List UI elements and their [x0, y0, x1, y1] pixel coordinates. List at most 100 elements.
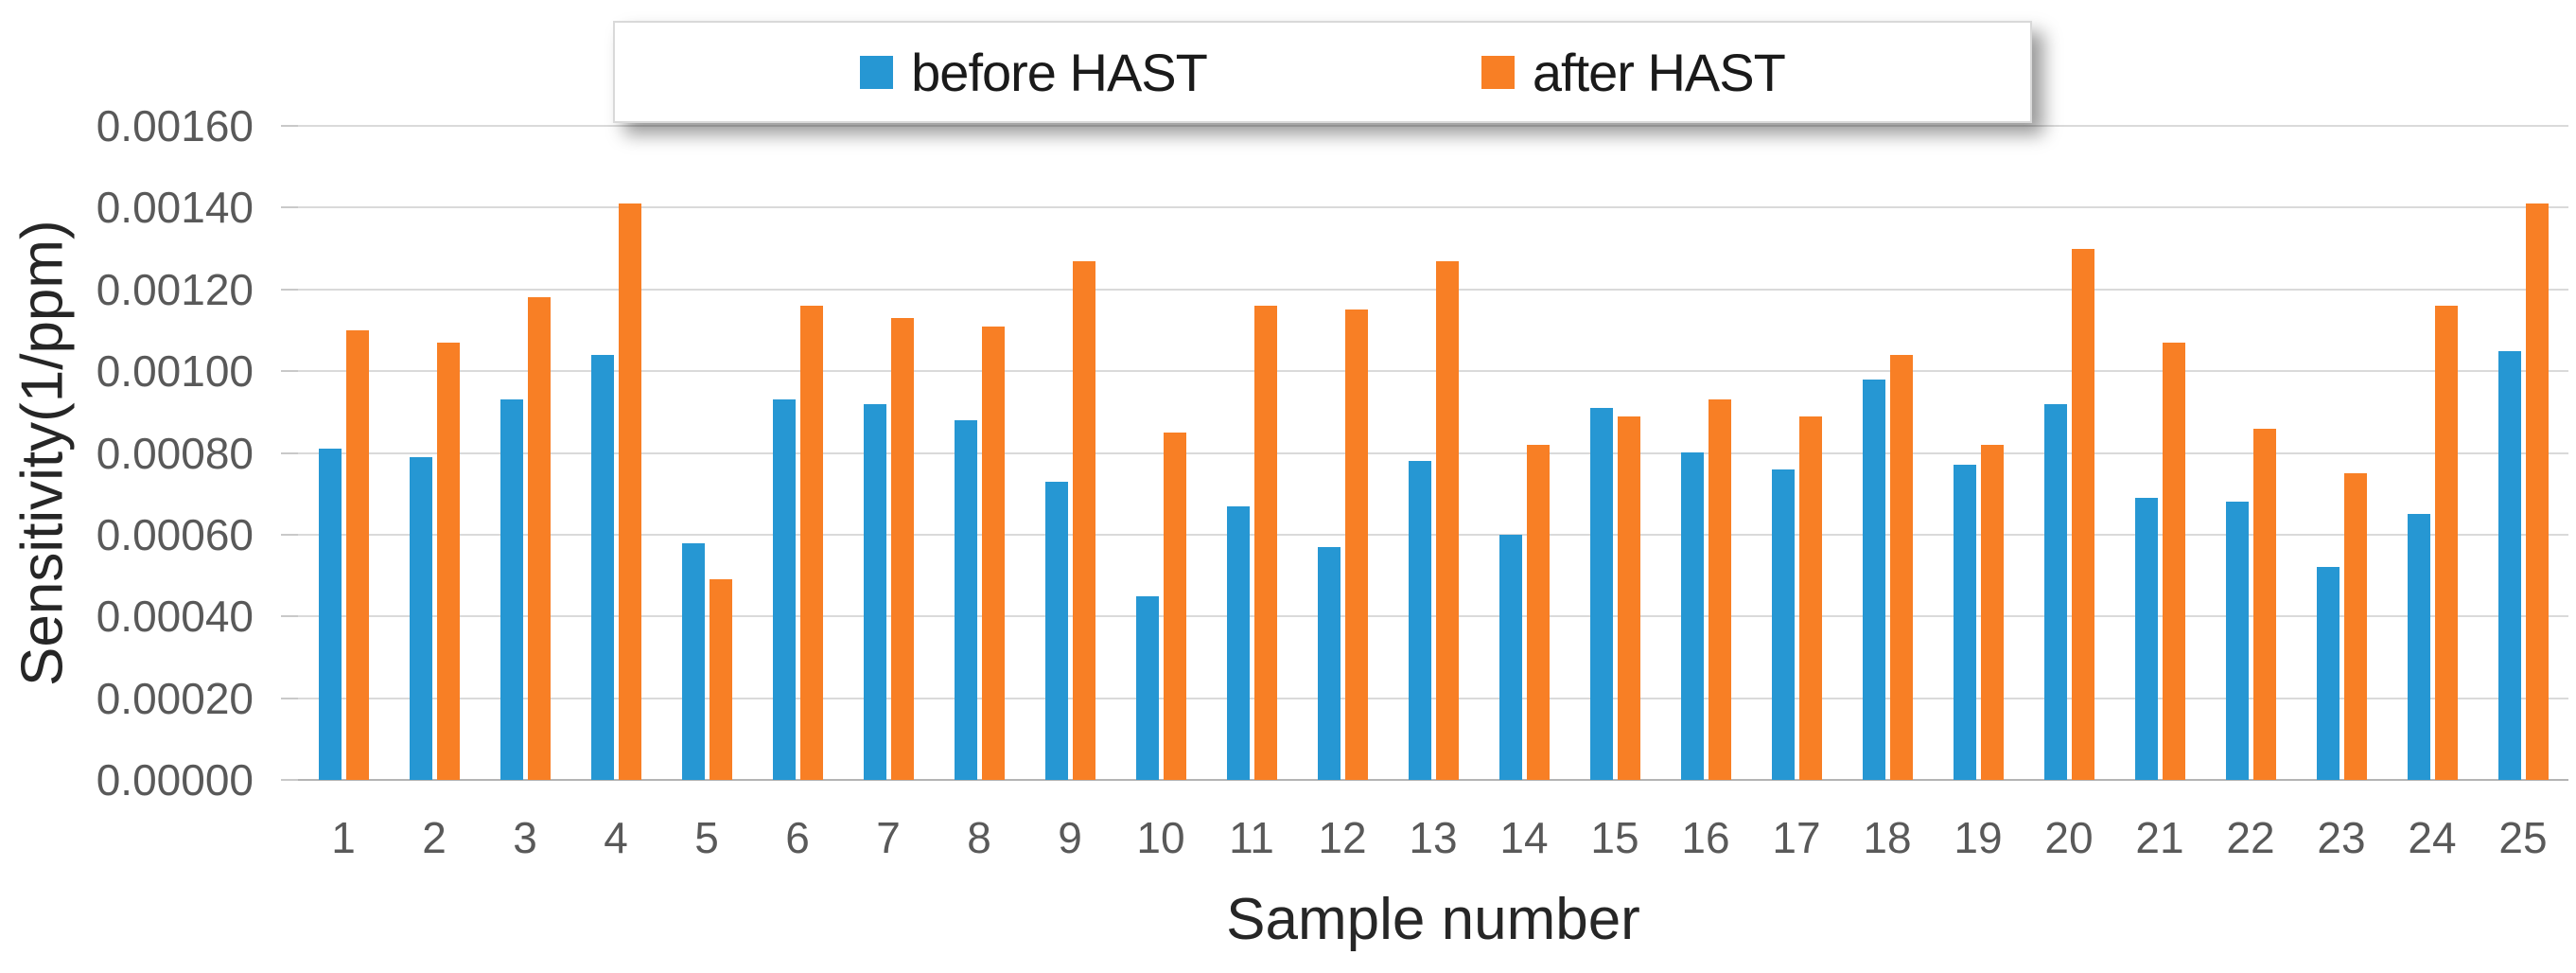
bar-after-HAST-sample-19 [1980, 445, 2004, 780]
gridline-0.00020 [298, 697, 2568, 699]
bar-after-HAST-sample-9 [1072, 261, 1095, 780]
bar-group-1 [298, 126, 389, 780]
x-tick-label-1: 1 [331, 813, 356, 862]
y-tick-label-0.00020: 0.00020 [96, 673, 254, 723]
bar-after-HAST-sample-10 [1163, 433, 1186, 780]
gridline-0.00060 [298, 533, 2568, 536]
bar-group-21 [2114, 126, 2205, 780]
x-tick-label-4: 4 [604, 813, 628, 862]
bar-group-12 [1297, 126, 1388, 780]
y-tick-mark-0.00120 [281, 288, 298, 291]
legend-swatch-after-hast-icon [1481, 55, 1515, 89]
bar-group-18 [1842, 126, 1933, 780]
bar-after-HAST-sample-18 [1889, 355, 1913, 780]
legend: before HAST after HAST [613, 21, 2032, 123]
bar-before-HAST-sample-3 [499, 399, 523, 780]
bar-after-HAST-sample-2 [436, 343, 460, 780]
bar-group-10 [1115, 126, 1206, 780]
y-tick-mark-0.00100 [281, 370, 298, 373]
x-tick-label-19: 19 [1954, 813, 2003, 862]
bar-group-6 [752, 126, 843, 780]
x-tick-label-21: 21 [2135, 813, 2184, 862]
bar-before-HAST-sample-8 [954, 420, 977, 780]
bar-before-HAST-sample-10 [1135, 596, 1159, 780]
x-tick-label-15: 15 [1590, 813, 1639, 862]
bar-after-HAST-sample-14 [1526, 445, 1550, 780]
gridline-0.00100 [298, 370, 2568, 373]
bar-before-HAST-sample-20 [2043, 404, 2067, 780]
bar-group-19 [1933, 126, 2024, 780]
bar-after-HAST-sample-7 [890, 318, 914, 780]
bar-after-HAST-sample-13 [1435, 261, 1459, 780]
bar-group-3 [480, 126, 570, 780]
y-tick-label-0.00120: 0.00120 [96, 264, 254, 314]
x-tick-label-13: 13 [1409, 813, 1458, 862]
bar-before-HAST-sample-5 [681, 543, 705, 780]
bar-before-HAST-sample-11 [1226, 506, 1250, 780]
y-tick-label-0.00080: 0.00080 [96, 428, 254, 478]
bar-group-14 [1479, 126, 1569, 780]
x-tick-label-23: 23 [2317, 813, 2366, 862]
gridline-0.00160 [298, 125, 2568, 127]
bar-after-HAST-sample-1 [345, 330, 369, 780]
bar-after-HAST-sample-8 [981, 327, 1005, 780]
bar-after-HAST-sample-21 [2162, 343, 2185, 780]
bar-before-HAST-sample-17 [1771, 469, 1795, 780]
bar-group-24 [2387, 126, 2478, 780]
y-tick-mark-0.00140 [281, 206, 298, 209]
x-tick-label-12: 12 [1318, 813, 1367, 862]
bar-before-HAST-sample-14 [1498, 535, 1522, 780]
x-tick-label-17: 17 [1772, 813, 1821, 862]
bar-before-HAST-sample-6 [772, 399, 796, 780]
y-tick-label-0.00000: 0.00000 [96, 755, 254, 805]
bar-before-HAST-sample-21 [2134, 498, 2158, 780]
y-tick-mark-0.00160 [281, 125, 298, 127]
y-tick-mark-0.00000 [281, 779, 298, 781]
bar-after-HAST-sample-25 [2525, 203, 2549, 780]
bar-before-HAST-sample-4 [590, 355, 614, 780]
x-tick-label-7: 7 [876, 813, 901, 862]
bar-after-HAST-sample-20 [2071, 249, 2094, 780]
bar-after-HAST-sample-11 [1253, 306, 1277, 780]
x-tick-label-10: 10 [1136, 813, 1185, 862]
bar-group-16 [1660, 126, 1751, 780]
legend-item-after-hast: after HAST [1481, 42, 1786, 103]
bar-group-7 [843, 126, 934, 780]
x-tick-label-11: 11 [1229, 813, 1274, 862]
bar-before-HAST-sample-15 [1589, 408, 1613, 780]
legend-label-after-hast: after HAST [1532, 42, 1786, 102]
y-axis-tick-labels: 0.00000 0.00020 0.00040 0.00060 0.00080 0.001… [0, 104, 254, 802]
bar-group-15 [1569, 126, 1660, 780]
bar-after-HAST-sample-3 [527, 297, 551, 780]
x-axis-tick-labels: 1 2 3 4 5 6 7 8 9 10 11 12 13 14 15 16 17 18 19 20 21 22 23 24 2… [298, 812, 2568, 863]
bar-after-HAST-sample-16 [1708, 399, 1731, 780]
bar-group-23 [2296, 126, 2387, 780]
bar-group-2 [389, 126, 480, 780]
bar-before-HAST-sample-16 [1680, 452, 1704, 780]
bar-before-HAST-sample-23 [2316, 567, 2339, 780]
plot-area [298, 125, 2568, 781]
bar-after-HAST-sample-24 [2434, 306, 2458, 780]
x-tick-label-3: 3 [513, 813, 537, 862]
gridline-0.00080 [298, 451, 2568, 454]
x-tick-label-5: 5 [694, 813, 719, 862]
bar-after-HAST-sample-23 [2343, 473, 2367, 780]
y-tick-mark-0.00040 [281, 615, 298, 618]
bar-after-HAST-sample-4 [618, 203, 641, 780]
bar-after-HAST-sample-12 [1344, 310, 1368, 780]
gridline-0.00000 [298, 779, 2568, 781]
x-tick-label-9: 9 [1058, 813, 1082, 862]
bar-before-HAST-sample-2 [409, 457, 432, 780]
bar-before-HAST-sample-24 [2407, 514, 2430, 780]
y-tick-mark-0.00080 [281, 451, 298, 454]
x-tick-label-22: 22 [2226, 813, 2275, 862]
x-tick-label-2: 2 [422, 813, 447, 862]
y-tick-label-0.00100: 0.00100 [96, 346, 254, 397]
x-tick-label-24: 24 [2408, 813, 2457, 862]
y-tick-label-0.00160: 0.00160 [96, 101, 254, 150]
x-tick-label-8: 8 [967, 813, 991, 862]
x-tick-label-25: 25 [2498, 813, 2548, 862]
bar-after-HAST-sample-6 [799, 306, 823, 780]
bar-group-11 [1206, 126, 1297, 780]
